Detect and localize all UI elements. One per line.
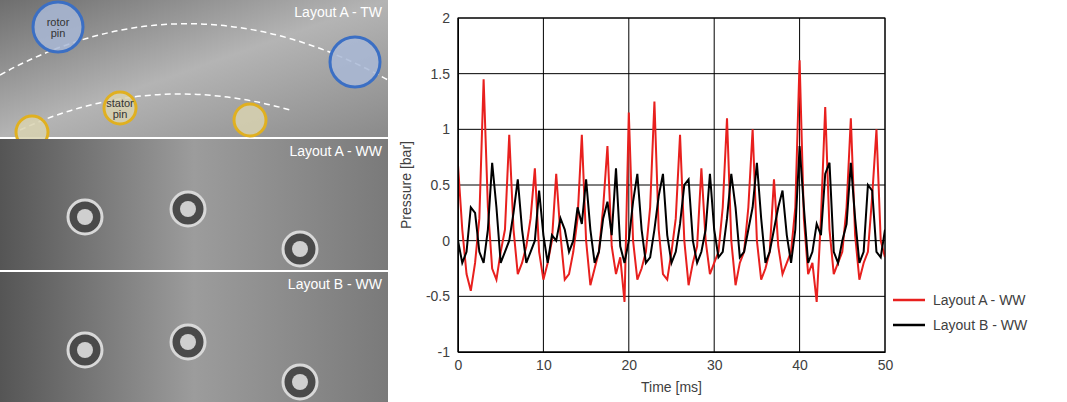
tick: -0.5: [426, 288, 458, 304]
photo-label: Layout A - WW: [289, 143, 382, 159]
tick: 0.5: [431, 177, 458, 193]
pin: [171, 192, 205, 226]
plot-frame: [458, 18, 885, 352]
tick-label: 10: [536, 357, 552, 373]
x-axis: 0 10 20 30 40 50: [455, 352, 894, 373]
tick-label: -1: [438, 344, 451, 360]
pin-inner: [292, 241, 308, 257]
grid-line-y: [458, 73, 885, 74]
lines: [458, 60, 885, 302]
figure: rotorpin statorpin Layout A - TW Layout A -…: [0, 0, 1067, 402]
tick: 0: [455, 352, 463, 373]
pin-outer: [283, 365, 317, 399]
y-axis: -1 -0.5 0 0.5 1 1.5 2: [426, 10, 459, 360]
pin: [283, 232, 317, 266]
pin-outer: [283, 232, 317, 266]
pin-inner: [292, 374, 308, 390]
tick: 2: [442, 10, 458, 26]
legend-label: Layout A - WW: [933, 292, 1026, 308]
tick-label: 50: [878, 357, 894, 373]
x-axis-title: Time [ms]: [641, 379, 702, 395]
grid: [458, 18, 885, 352]
tick: 30: [707, 352, 723, 373]
tick-label: -0.5: [426, 288, 450, 304]
tick: 20: [622, 352, 638, 373]
tick: 1.5: [431, 66, 458, 82]
pin-outer: [68, 333, 102, 367]
tick-label: 0: [442, 233, 450, 249]
series-line: [458, 146, 885, 263]
photo-panel: Layout A - WW: [0, 139, 388, 270]
tick-label: 30: [707, 357, 723, 373]
y-axis-title: Pressure [bar]: [398, 141, 414, 229]
pin-inner: [180, 334, 196, 350]
series-line: [458, 60, 885, 302]
tick-label: 2: [442, 10, 450, 26]
photo-background: [0, 139, 388, 270]
tick-label: 0.5: [431, 177, 451, 193]
pin-outer: [68, 200, 102, 234]
pin-inner: [180, 201, 196, 217]
tick-label: 1.5: [431, 66, 451, 82]
pin-label: rotorpin: [47, 16, 70, 39]
tick: 10: [536, 352, 552, 373]
photo-panel: Layout B - WW: [0, 272, 388, 402]
photo-background: [0, 272, 388, 402]
pin-inner: [77, 342, 93, 358]
photo-background: [0, 0, 388, 137]
stator-pin: [234, 104, 266, 136]
pin-outer: [171, 192, 205, 226]
tick-label: 40: [792, 357, 808, 373]
photo-label: Layout A - TW: [294, 4, 382, 20]
legend-label: Layout B - WW: [933, 317, 1028, 333]
tick: 1: [442, 121, 458, 137]
photo-panel: rotorpin statorpin Layout A - TW: [0, 0, 388, 148]
grid-line-y: [458, 129, 885, 130]
pin: [68, 333, 102, 367]
stator-pin: [104, 92, 136, 124]
legend-swatch: [893, 299, 925, 302]
grid-line-y: [458, 185, 885, 186]
legend-swatch: [893, 324, 925, 327]
tick-label: 1: [442, 121, 450, 137]
rotor-pin: [33, 2, 83, 52]
tick: 40: [792, 352, 808, 373]
grid-line-y: [458, 296, 885, 297]
tick-label: 20: [622, 357, 638, 373]
rotor-pin: [330, 37, 380, 87]
chart: 0 10 20 30 40 50 -1 -0.5 0 0.5 1 1.5 2 Time [ms] Press…: [398, 10, 1028, 395]
pin: [171, 325, 205, 359]
pin: [283, 365, 317, 399]
tick-label: 0: [455, 357, 463, 373]
legend: Layout A - WW Layout B - WW: [893, 292, 1028, 333]
grid-line-y: [458, 240, 885, 241]
tick: -1: [438, 344, 458, 360]
tick: 0: [442, 233, 458, 249]
photo-label: Layout B - WW: [288, 276, 383, 292]
pin-outer: [171, 325, 205, 359]
pin: [68, 200, 102, 234]
pin-label: statorpin: [106, 97, 134, 120]
pin-inner: [77, 209, 93, 225]
tick: 50: [878, 352, 894, 373]
